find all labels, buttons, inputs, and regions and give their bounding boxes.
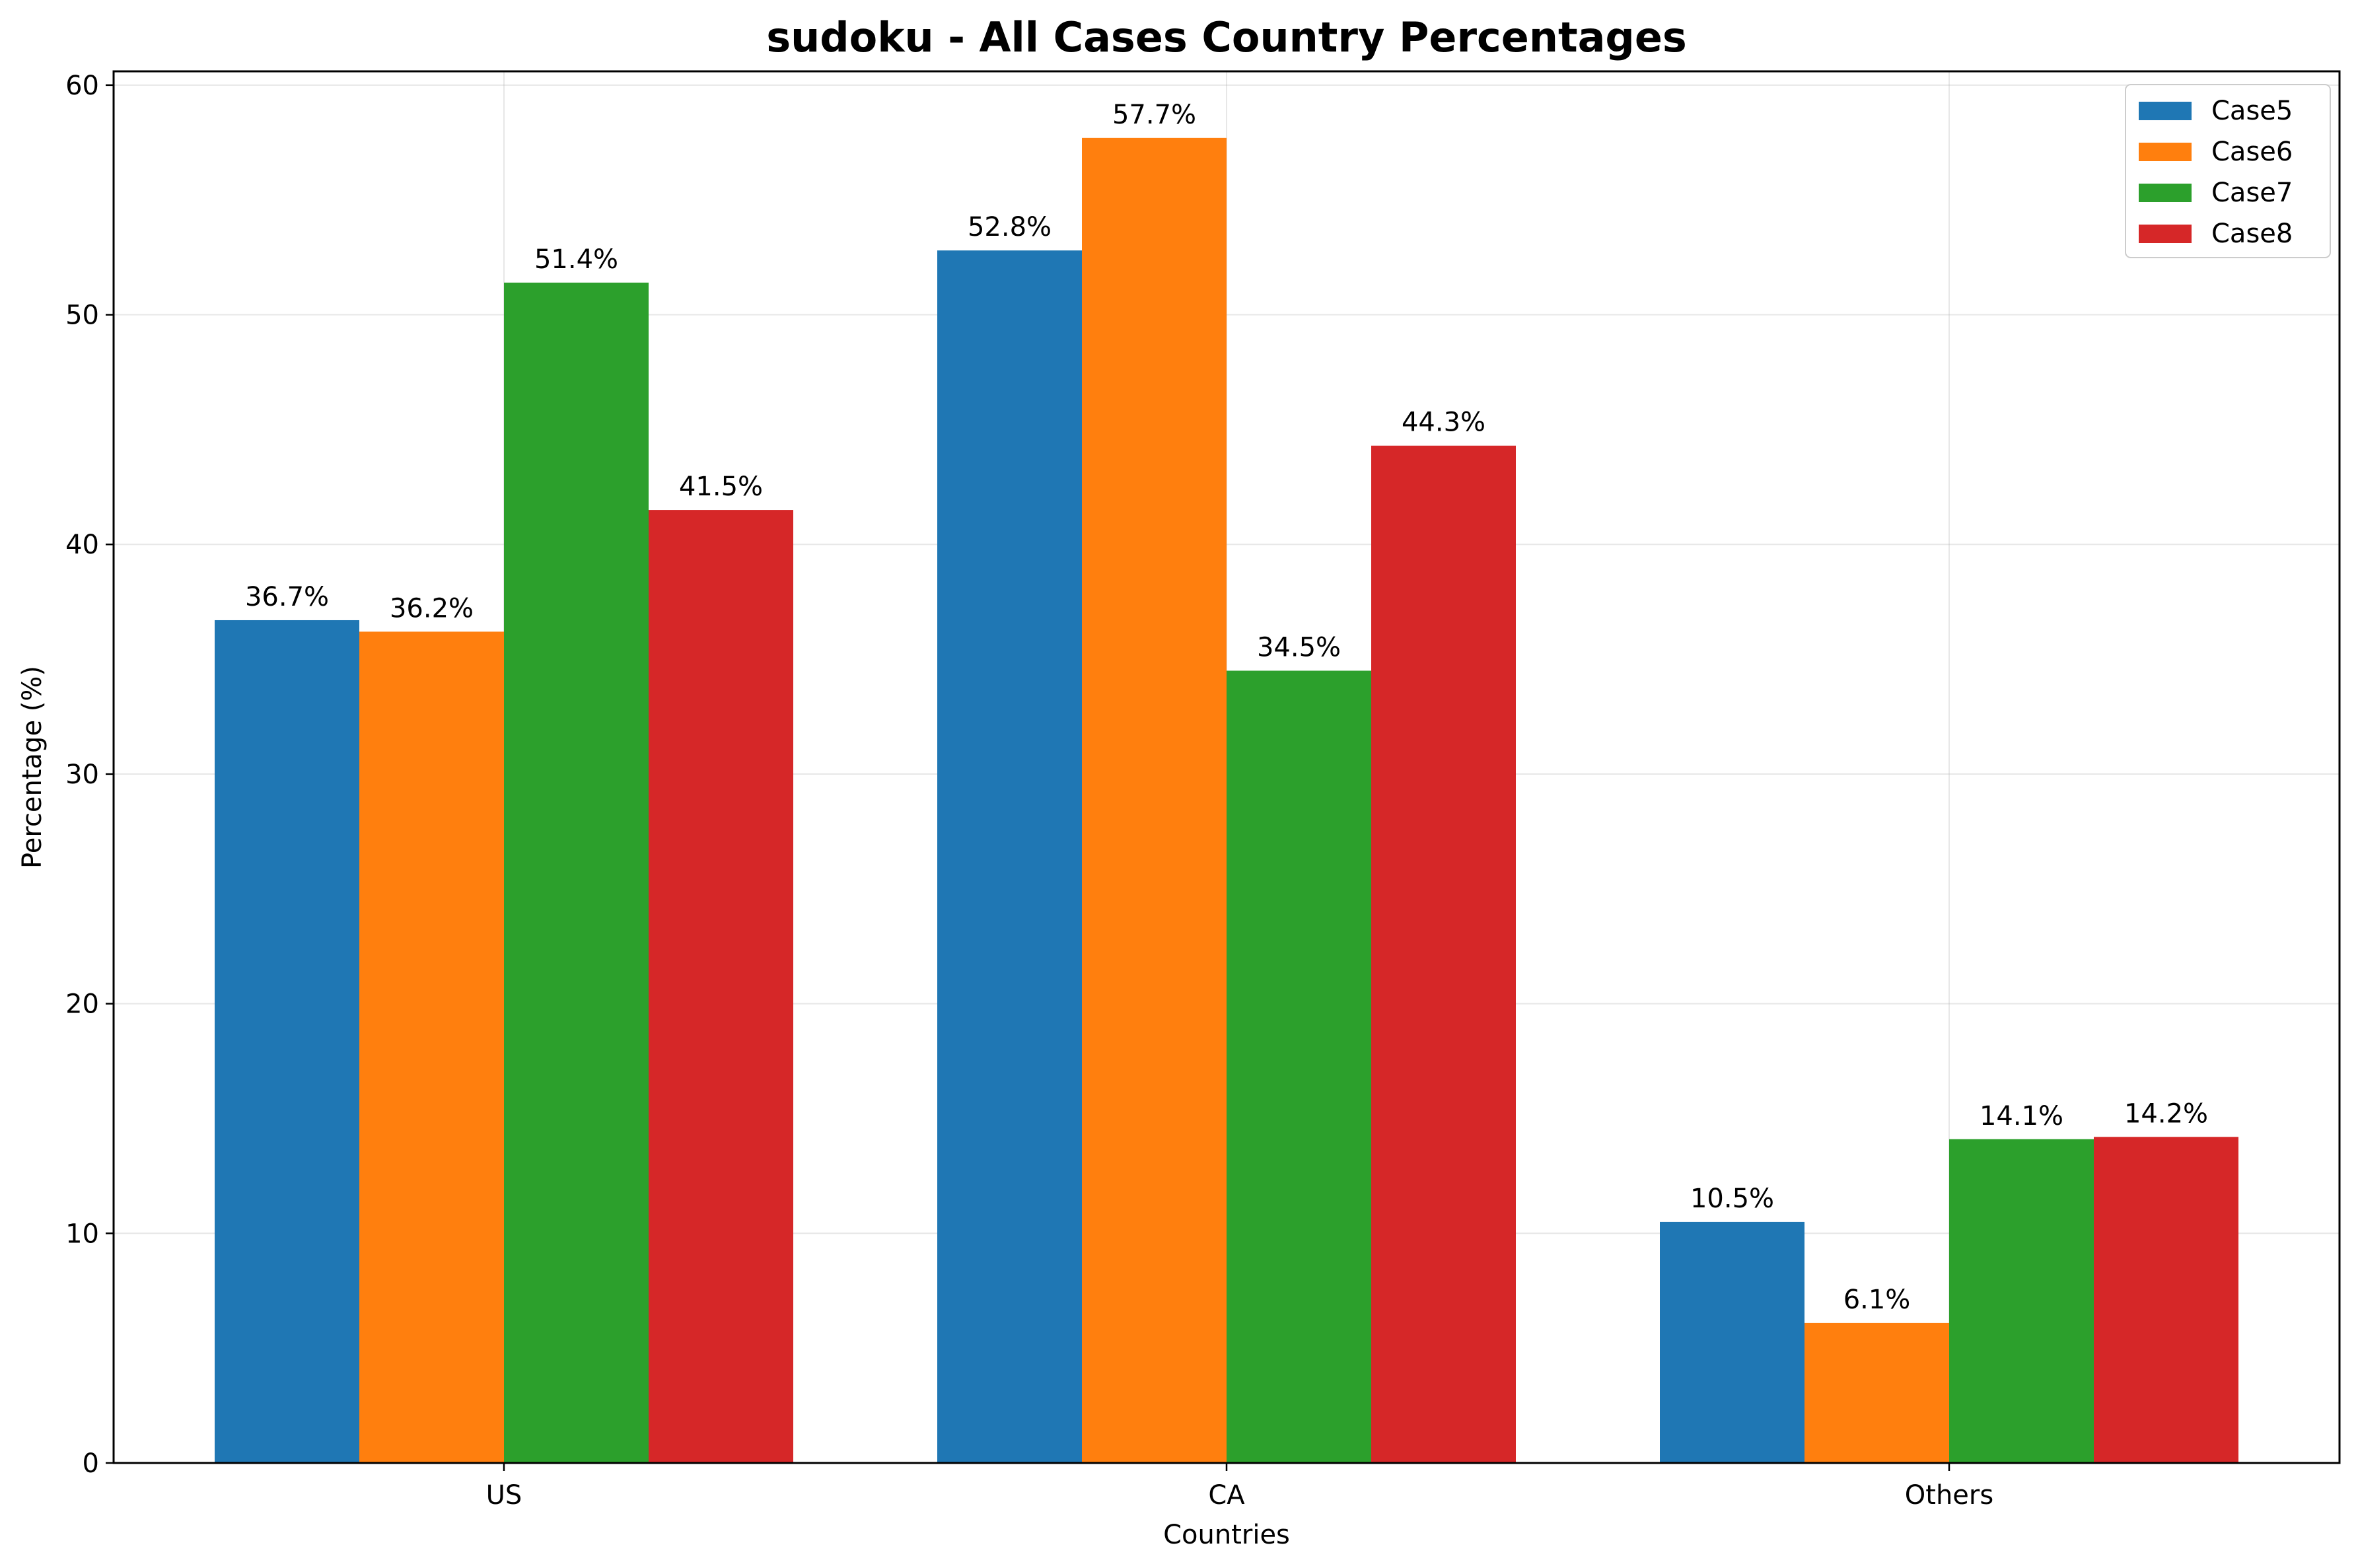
data-label: 10.5%: [1690, 1184, 1774, 1214]
legend-label: Case6: [2211, 137, 2293, 167]
bar-case6-others: [1804, 1322, 1949, 1463]
data-label: 36.2%: [390, 593, 474, 624]
x-tick-label: US: [486, 1480, 522, 1511]
legend-label: Case7: [2211, 178, 2293, 208]
bar-case7-others: [1949, 1139, 2094, 1463]
bar-case5-others: [1660, 1221, 1804, 1463]
y-tick-label: 60: [65, 71, 99, 101]
legend: Case5 Case6 Case7 Case8: [2125, 84, 2331, 258]
bar-case6-us: [359, 631, 504, 1463]
data-label: 51.4%: [534, 244, 618, 275]
bar-case5-us: [215, 620, 359, 1464]
axis-ticks: 0 10 20 30 40 50 60 US CA Others: [65, 71, 1993, 1511]
legend-label: Case8: [2211, 219, 2293, 249]
y-tick-label: 20: [65, 989, 99, 1020]
bar-case7-ca: [1227, 670, 1371, 1464]
data-label: 6.1%: [1843, 1285, 1911, 1315]
data-label: 34.5%: [1257, 632, 1341, 662]
y-tick-label: 0: [83, 1448, 99, 1479]
legend-swatch: [2139, 102, 2192, 120]
bar-case7-us: [504, 282, 649, 1464]
data-label: 41.5%: [679, 472, 763, 502]
legend-swatch: [2139, 143, 2192, 161]
bar-case8-us: [649, 510, 793, 1464]
bar-case6-ca: [1082, 137, 1227, 1463]
bar-case5-ca: [937, 250, 1082, 1464]
y-tick-label: 30: [65, 760, 99, 790]
data-label: 14.2%: [2124, 1098, 2208, 1129]
data-label: 52.8%: [968, 212, 1052, 242]
data-label: 14.1%: [1980, 1101, 2063, 1131]
data-label: 57.7%: [1112, 100, 1196, 130]
bars: [215, 137, 2238, 1464]
legend-swatch: [2139, 184, 2192, 202]
legend-box: [2125, 84, 2331, 258]
data-label: 44.3%: [1402, 408, 1485, 438]
data-label: 36.7%: [245, 582, 329, 612]
data-labels: 36.7% 52.8% 10.5% 36.2% 57.7% 6.1% 51.4% 34.5% 1…: [245, 100, 2208, 1315]
legend-swatch: [2139, 225, 2192, 243]
y-axis-label: Percentage (%): [17, 666, 48, 869]
x-tick-label: Others: [1905, 1480, 1993, 1511]
chart-title: sudoku - All Cases Country Percentages: [766, 13, 1687, 61]
x-axis-label: Countries: [1163, 1520, 1290, 1550]
bar-case8-ca: [1371, 445, 1516, 1463]
y-tick-label: 40: [65, 530, 99, 560]
y-tick-label: 10: [65, 1219, 99, 1249]
y-tick-label: 50: [65, 301, 99, 331]
x-tick-label: CA: [1208, 1480, 1245, 1511]
bar-case8-others: [2094, 1137, 2238, 1463]
legend-label: Case5: [2211, 96, 2293, 126]
